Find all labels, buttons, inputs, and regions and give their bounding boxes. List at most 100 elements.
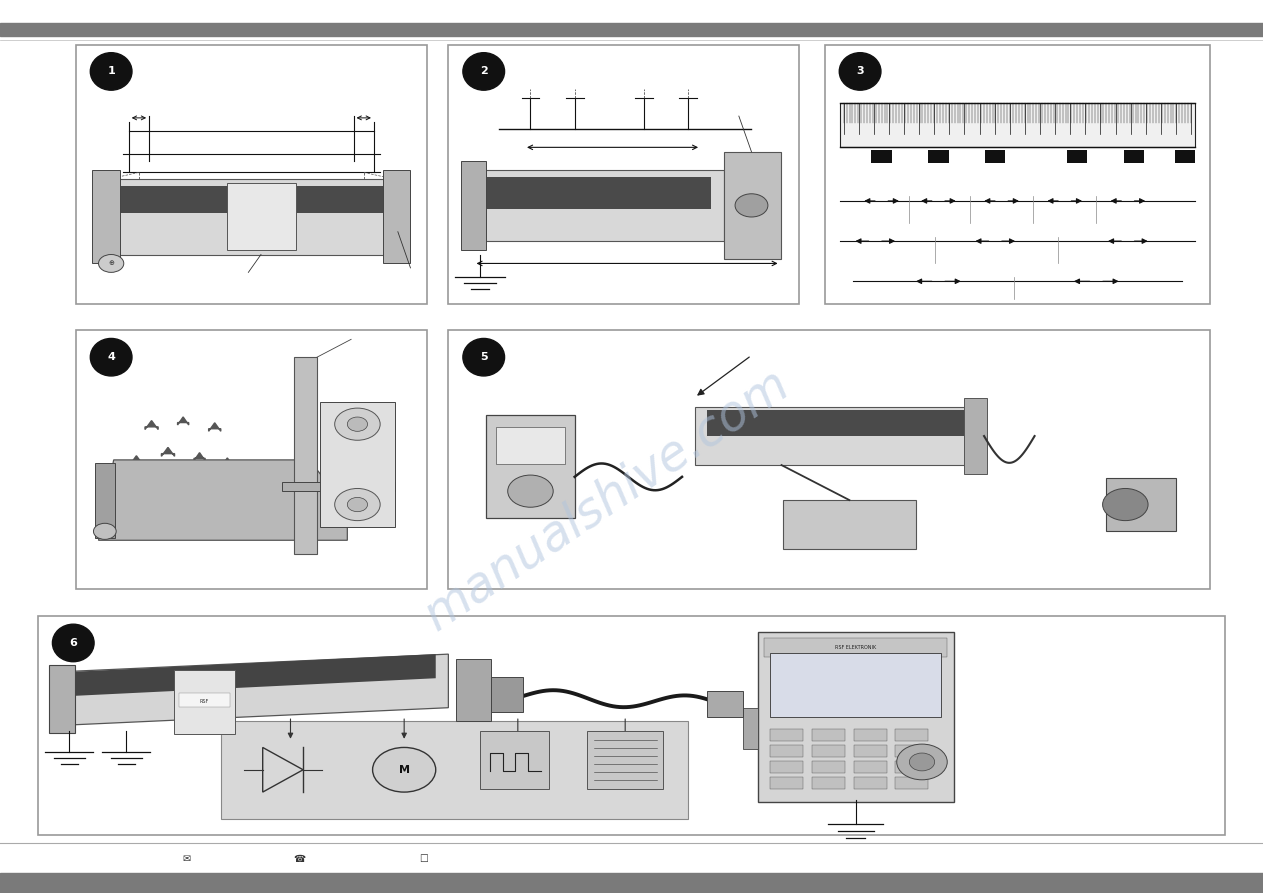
Bar [1106, 478, 1176, 531]
Bar [743, 708, 758, 748]
FancyArrow shape [222, 458, 232, 465]
Ellipse shape [839, 53, 882, 90]
Text: ↔: ↔ [160, 205, 165, 212]
Bar [854, 761, 887, 772]
Polygon shape [57, 654, 448, 725]
Bar [320, 402, 395, 527]
FancyArrow shape [207, 489, 217, 497]
Circle shape [1103, 488, 1148, 521]
Bar [871, 150, 892, 163]
FancyArrow shape [143, 488, 153, 495]
Bar [227, 183, 297, 250]
Circle shape [99, 255, 124, 272]
Bar [770, 729, 803, 740]
Bar [812, 761, 845, 772]
Bar [812, 729, 845, 740]
Bar [770, 745, 803, 756]
Bar [1175, 150, 1195, 163]
Circle shape [335, 488, 380, 521]
FancyArrow shape [173, 482, 186, 490]
Bar [758, 632, 954, 802]
Text: manualshive.com: manualshive.com [414, 360, 798, 640]
Bar [695, 407, 984, 465]
Bar [38, 616, 1225, 835]
Bar [179, 693, 230, 707]
Bar [964, 398, 986, 474]
Bar [985, 150, 1005, 163]
Text: 6: 6 [69, 638, 77, 648]
Bar [587, 731, 663, 789]
Circle shape [335, 408, 380, 440]
Bar [480, 177, 711, 209]
Bar [282, 482, 395, 491]
Bar [111, 186, 392, 213]
Bar [76, 330, 427, 589]
FancyArrow shape [131, 455, 141, 463]
Circle shape [347, 417, 368, 431]
Bar [770, 653, 941, 717]
Bar [854, 777, 887, 789]
Bar [812, 745, 845, 756]
Circle shape [508, 475, 553, 507]
Bar [1124, 150, 1144, 163]
Ellipse shape [91, 53, 131, 90]
Bar [928, 150, 949, 163]
Text: ↔: ↔ [248, 184, 255, 193]
Text: RSF ELEKTRONIK: RSF ELEKTRONIK [835, 645, 877, 650]
Circle shape [93, 523, 116, 539]
Bar [383, 170, 410, 263]
Bar [895, 745, 928, 756]
Bar [783, 500, 916, 549]
Bar [461, 161, 486, 250]
Bar [491, 677, 523, 713]
FancyArrow shape [162, 447, 174, 456]
Bar [467, 170, 724, 241]
Bar [95, 463, 115, 538]
Text: ✉: ✉ [183, 854, 191, 864]
Text: 5: 5 [480, 352, 488, 363]
Bar [92, 170, 120, 263]
Text: 2: 2 [480, 66, 488, 77]
Bar [0, 873, 1263, 893]
FancyArrow shape [178, 417, 188, 425]
Circle shape [347, 497, 368, 512]
Bar [854, 729, 887, 740]
Bar [448, 45, 799, 304]
Bar [294, 357, 317, 554]
Bar [770, 761, 803, 772]
Bar [456, 659, 491, 722]
Polygon shape [99, 460, 347, 540]
Text: M: M [399, 764, 409, 775]
Bar [707, 410, 971, 436]
Circle shape [373, 747, 436, 792]
Ellipse shape [91, 338, 131, 376]
Text: ☐: ☐ [419, 854, 427, 864]
Bar [174, 670, 235, 734]
Bar [895, 729, 928, 740]
Bar [76, 45, 427, 304]
Bar [99, 179, 404, 255]
Bar [480, 730, 549, 789]
Text: 4: 4 [107, 352, 115, 363]
FancyArrow shape [145, 421, 158, 430]
Ellipse shape [52, 624, 93, 662]
Bar [1067, 150, 1087, 163]
Bar [448, 330, 1210, 589]
Bar [764, 638, 947, 657]
Text: ☎: ☎ [293, 854, 306, 864]
Polygon shape [69, 654, 436, 697]
FancyArrow shape [208, 422, 221, 431]
Bar [221, 721, 688, 819]
Bar [854, 745, 887, 756]
Bar [49, 664, 75, 732]
Bar [486, 415, 575, 518]
Ellipse shape [462, 53, 504, 90]
Text: ⊕: ⊕ [109, 261, 114, 266]
Ellipse shape [462, 338, 504, 376]
Bar [707, 690, 743, 717]
Bar [825, 45, 1210, 304]
Circle shape [897, 744, 947, 780]
Bar [724, 152, 781, 259]
Bar [496, 427, 565, 464]
Circle shape [735, 194, 768, 217]
